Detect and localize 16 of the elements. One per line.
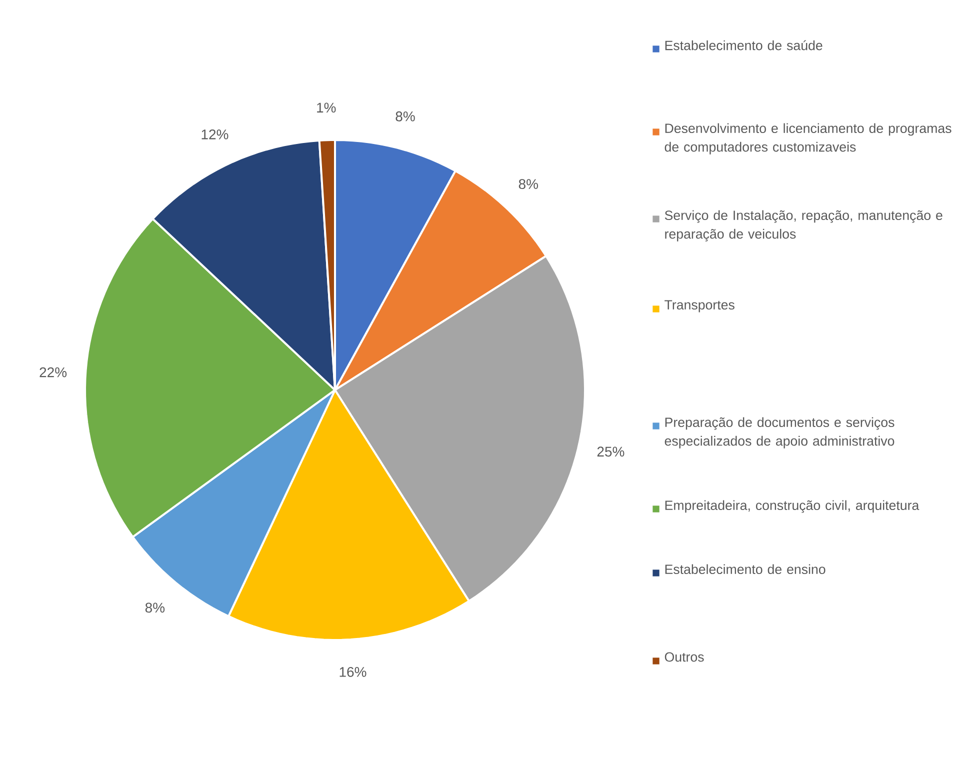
legend-label: Serviço de Instalação, repação, manutenção e reparação de veiculos [664, 210, 942, 242]
data-label: 1% [317, 102, 336, 113]
data-label: 22% [40, 367, 67, 378]
data-label: 16% [340, 666, 366, 677]
legend-label: Estabelecimento de ensino [665, 564, 826, 574]
data-label: 8% [145, 602, 165, 613]
data-label: 8% [396, 111, 415, 122]
legend-label: Empreitadeira, construção civil, arquitetura [665, 500, 920, 513]
legend-label: Preparação de documentos e serviços especializados de apoio administrativo [664, 417, 894, 448]
legend-label: Outros [664, 652, 704, 662]
data-label: 8% [518, 179, 538, 190]
legend-label: Desenvolvimento e licenciamento de programas de computadores customizaveis [664, 123, 952, 154]
data-label: 25% [597, 446, 624, 457]
legend-label: Estabelecimento de saúde [665, 40, 822, 50]
legend-label: Transportes [664, 300, 734, 312]
data-label: 12% [202, 129, 228, 140]
